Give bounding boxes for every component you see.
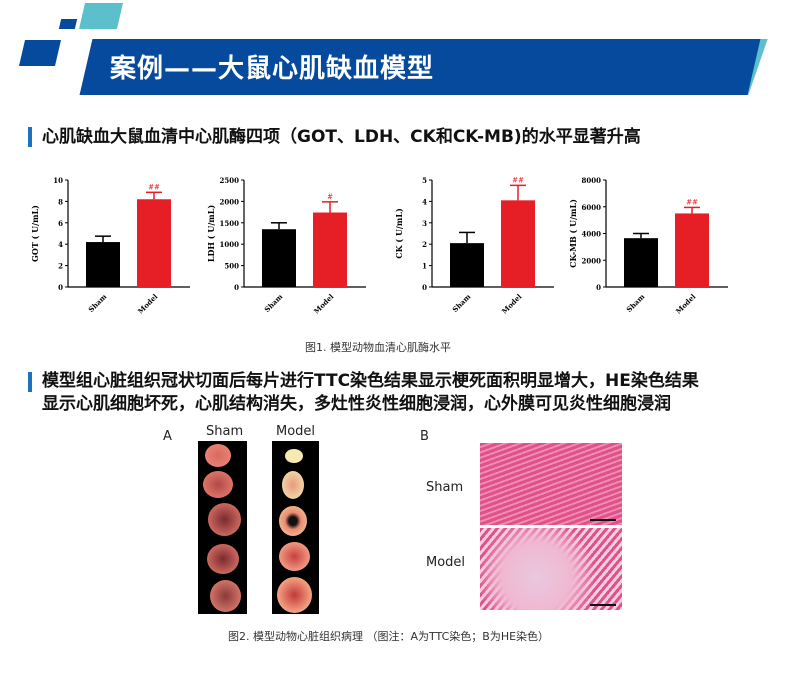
x-tick-label: Model xyxy=(674,292,698,315)
y-tick-label: 6000 xyxy=(582,203,602,212)
y-axis-label: LDH ( U/mL) xyxy=(206,205,216,262)
y-tick-label: 10 xyxy=(53,176,63,185)
significance-label: ## xyxy=(686,198,698,206)
chart-ckmb: 0 2000 4000 6000 8000 CK-MB ( U/mL) Sham ## Mode… xyxy=(556,170,736,316)
figure2-caption: 图2. 模型动物心脏组织病理 （图注：A为TTC染色；B为HE染色） xyxy=(228,630,550,643)
decor-shape xyxy=(58,19,78,29)
y-tick-label: 6 xyxy=(58,219,63,228)
panel-a-model-label: Model xyxy=(276,424,316,439)
y-tick-label: 2500 xyxy=(220,176,240,185)
y-tick-label: 0 xyxy=(422,283,427,292)
page-title: 案例——大鼠心肌缺血模型 xyxy=(110,54,435,84)
panel-a-sham-label: Sham xyxy=(206,424,244,439)
y-tick-label: 1500 xyxy=(220,219,240,228)
y-tick-label: 2 xyxy=(58,262,63,271)
y-tick-label: 8 xyxy=(58,197,63,206)
chart-got: 0 2 4 6 8 10 GOT ( U/mL) Sham ## Model xyxy=(18,170,198,316)
y-tick-label: 8000 xyxy=(582,176,602,185)
y-tick-label: 3 xyxy=(422,219,427,228)
section2-heading-line1: 模型组心脏组织冠状切面后每片进行TTC染色结果显示梗死面积明显增大，HE染色结果 xyxy=(42,371,699,391)
panel-a-label: A xyxy=(163,429,172,444)
bar-sham xyxy=(450,243,484,287)
y-tick-label: 2 xyxy=(422,240,427,249)
x-tick-label: Model xyxy=(312,292,336,315)
heading-marker xyxy=(28,127,32,147)
chart-ldh: 0 500 1000 1500 2000 2500 LDH ( U/mL) Sham # Mode… xyxy=(194,170,374,316)
y-tick-label: 1000 xyxy=(220,240,240,249)
significance-label: ## xyxy=(148,183,160,191)
y-tick-label: 4000 xyxy=(582,230,602,239)
section1-heading: 心肌缺血大鼠血清中心肌酶四项（GOT、LDH、CK和CK-MB)的水平显著升高 xyxy=(42,127,641,147)
y-tick-label: 2000 xyxy=(582,256,602,265)
y-tick-label: 0 xyxy=(58,283,63,292)
he-model-image xyxy=(480,528,622,610)
bar-model xyxy=(675,213,709,287)
chart-ck: 0 1 2 3 4 5 CK ( U/mL) Sham ## Model xyxy=(382,170,562,316)
y-tick-label: 2000 xyxy=(220,197,240,206)
he-sham-image xyxy=(480,443,622,525)
y-tick-label: 4 xyxy=(422,197,427,206)
panel-b-model-label: Model xyxy=(426,555,466,570)
bar-model xyxy=(501,200,535,287)
panel-b-sham-label: Sham xyxy=(426,480,464,495)
y-tick-label: 0 xyxy=(596,283,601,292)
section2-heading-line2: 显示心肌细胞坏死，心肌结构消失，多灶性炎性细胞浸润，心外膜可见炎性细胞浸润 xyxy=(42,394,671,414)
x-tick-label: Model xyxy=(500,292,524,315)
y-axis-label: CK-MB ( U/mL) xyxy=(568,199,578,268)
bar-model xyxy=(137,199,171,287)
x-tick-label: Sham xyxy=(86,292,108,314)
significance-label: # xyxy=(327,193,333,201)
y-tick-label: 4 xyxy=(58,240,63,249)
y-axis-label: GOT ( U/mL) xyxy=(30,205,40,262)
figure1-caption: 图1. 模型动物血清心肌酶水平 xyxy=(305,341,451,354)
bar-sham xyxy=(86,242,120,287)
panel-b-label: B xyxy=(420,429,429,444)
significance-label: ## xyxy=(512,176,524,184)
decor-shape xyxy=(18,40,62,66)
y-tick-label: 500 xyxy=(224,262,239,271)
x-tick-label: Sham xyxy=(624,292,646,314)
decor-shape xyxy=(78,3,124,29)
ttc-model-image xyxy=(272,441,319,614)
y-tick-label: 1 xyxy=(422,262,427,271)
bar-model xyxy=(313,212,347,287)
bar-sham xyxy=(262,229,296,287)
ttc-sham-image xyxy=(198,441,247,614)
x-tick-label: Sham xyxy=(262,292,284,314)
x-tick-label: Model xyxy=(136,292,160,315)
heading-marker xyxy=(28,372,32,392)
y-axis-label: CK ( U/mL) xyxy=(394,208,404,259)
y-tick-label: 0 xyxy=(234,283,239,292)
y-tick-label: 5 xyxy=(422,176,427,185)
x-tick-label: Sham xyxy=(450,292,472,314)
bar-sham xyxy=(624,238,658,287)
